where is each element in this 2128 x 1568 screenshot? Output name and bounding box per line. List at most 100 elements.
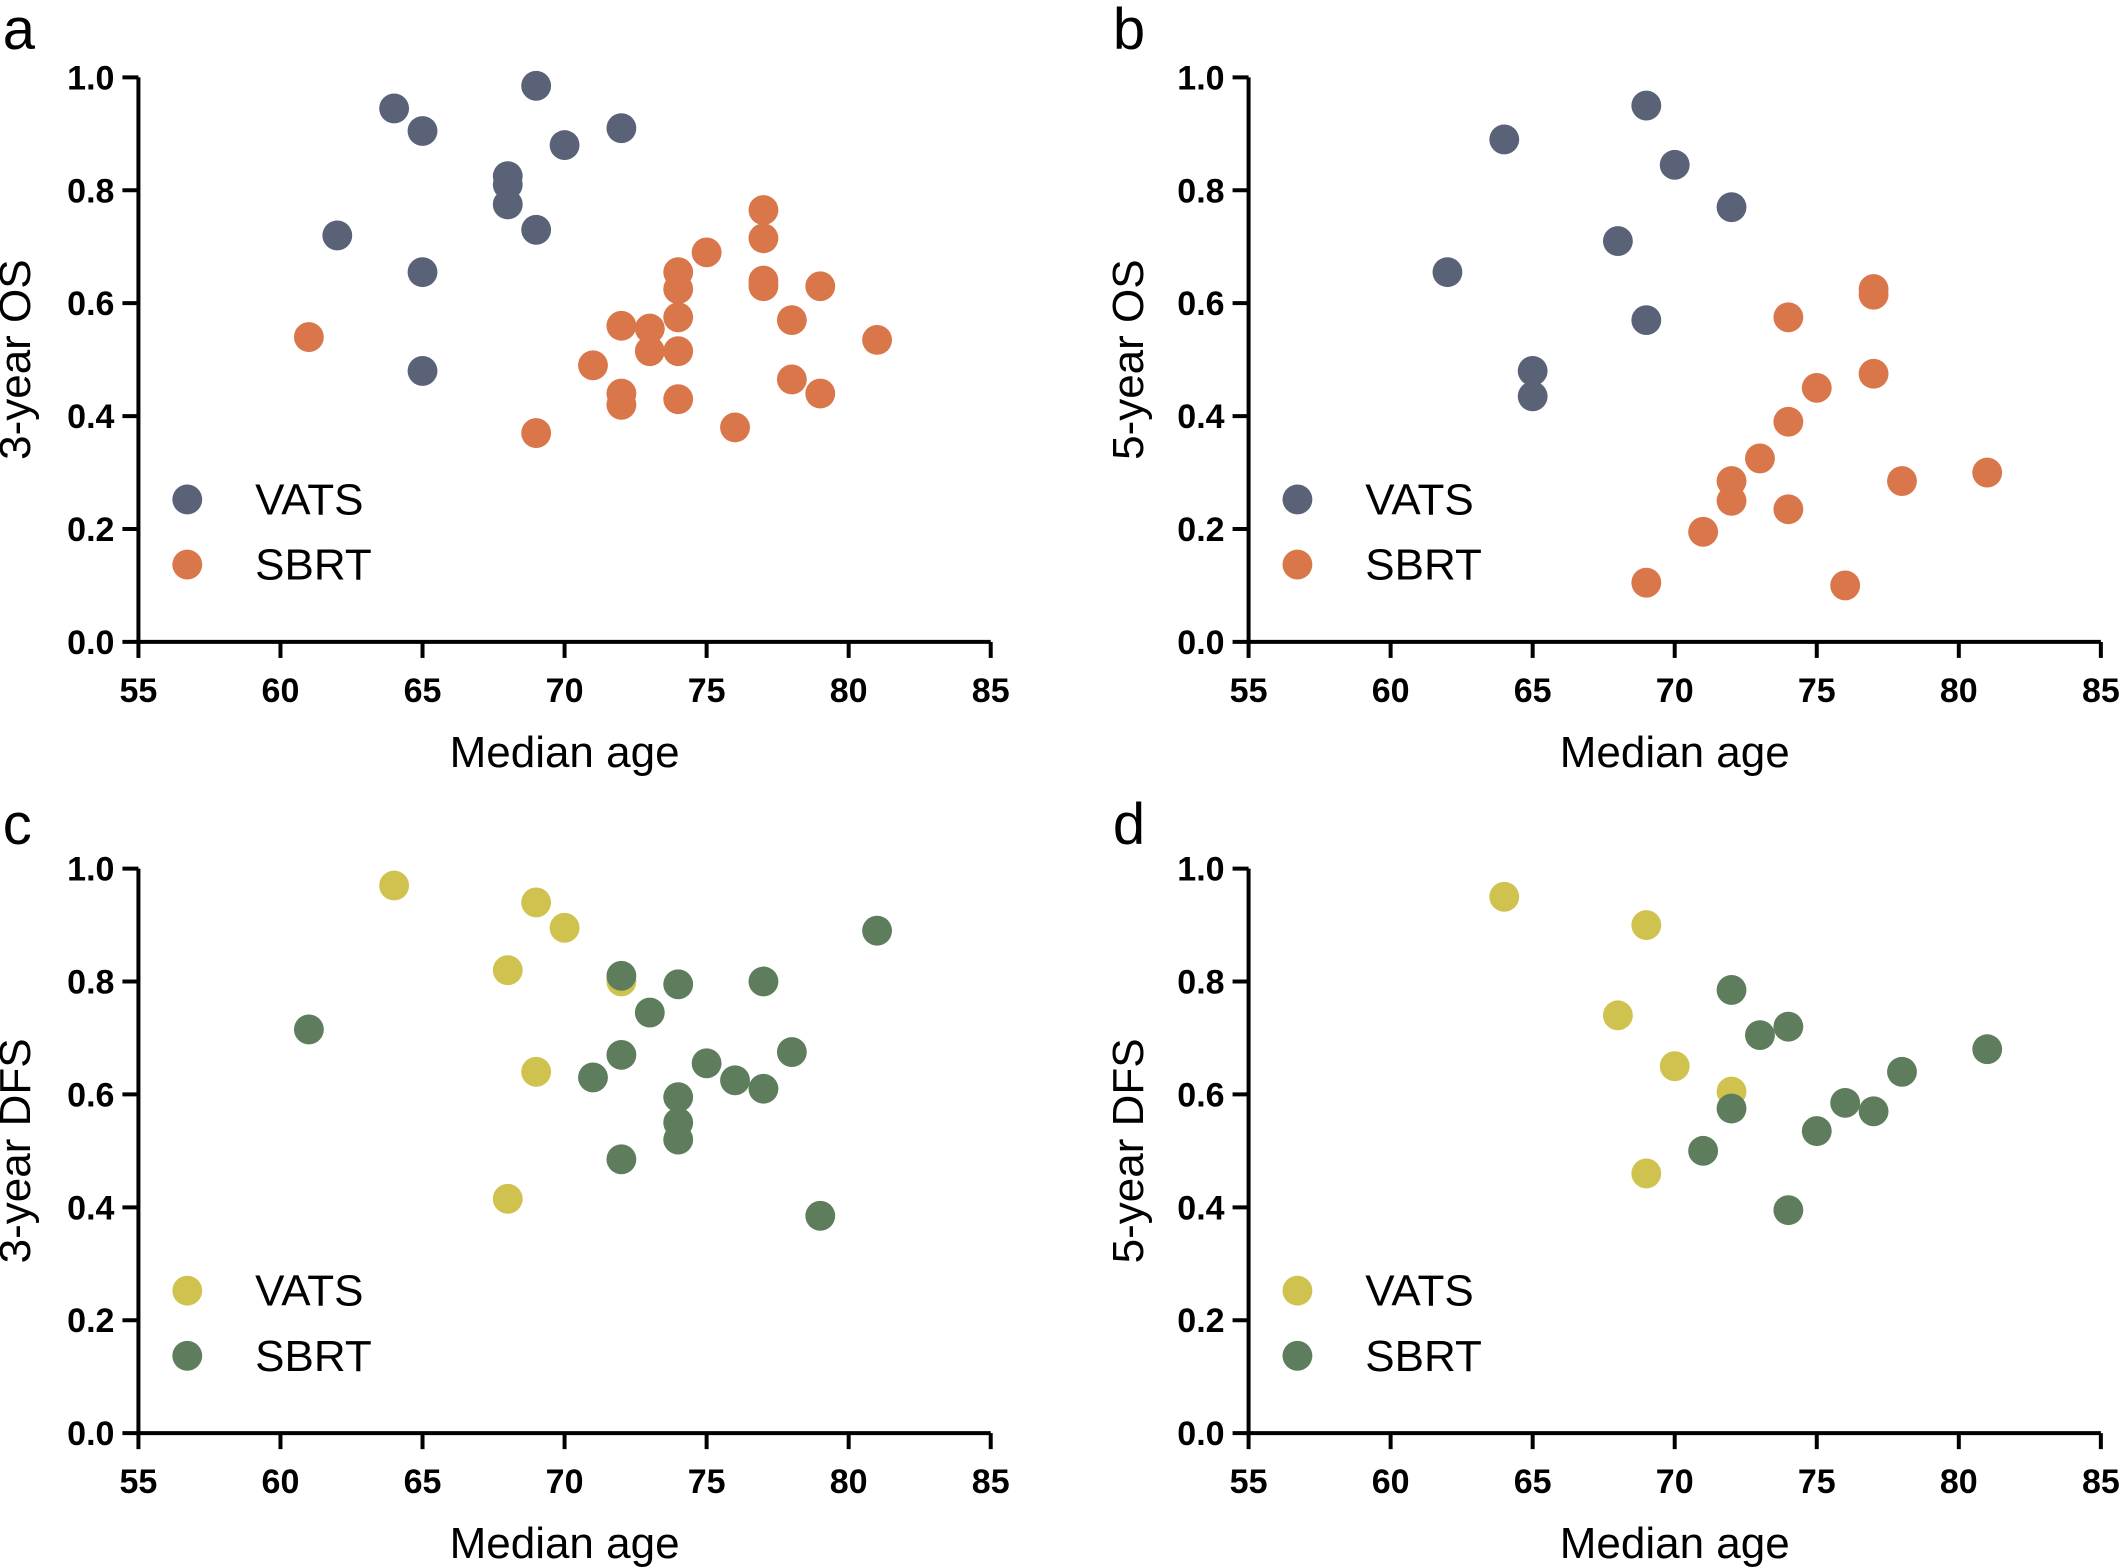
- legend-label-sbrt: SBRT: [255, 1332, 372, 1381]
- data-point-sbrt: [606, 1144, 637, 1175]
- data-point-sbrt: [1773, 406, 1804, 437]
- data-point-sbrt: [1830, 570, 1861, 601]
- x-tick-label: 70: [546, 1463, 584, 1501]
- scatter-panel-d: d 55 60 65 70 75 80 85 0.0 0.2 0.4 0.6 0.8 1.0 Median …: [1104, 792, 2120, 1568]
- data-point-sbrt: [805, 1200, 836, 1231]
- data-point-vats: [492, 189, 523, 220]
- y-axis-title: 5-year DFS: [1104, 1038, 1153, 1263]
- y-tick-label: 0.2: [67, 1302, 114, 1340]
- x-tick-label: 65: [404, 672, 442, 710]
- x-tick-label: 55: [1230, 1463, 1268, 1501]
- data-point-vats: [1517, 356, 1548, 386]
- y-tick-label: 0.0: [67, 1415, 114, 1453]
- x-tick-label: 60: [1372, 1463, 1410, 1501]
- data-point-sbrt: [606, 310, 637, 341]
- legend-label-vats: VATS: [255, 1267, 363, 1316]
- data-point-sbrt: [1858, 358, 1889, 389]
- data-point-sbrt: [1773, 302, 1804, 333]
- legend-marker-sbrt: [1282, 549, 1313, 580]
- data-point-sbrt: [1688, 516, 1719, 547]
- y-tick-label: 0.0: [1177, 624, 1224, 662]
- data-point-vats: [492, 1183, 523, 1214]
- data-point-sbrt: [293, 322, 324, 352]
- x-tick-label: 60: [262, 1463, 300, 1501]
- panel-letter: c: [3, 792, 32, 857]
- legend-marker-vats: [172, 484, 203, 515]
- data-point-sbrt: [1858, 279, 1889, 310]
- data-point-vats: [521, 70, 552, 101]
- x-tick-label: 55: [120, 672, 158, 710]
- legend-label-vats: VATS: [1365, 475, 1473, 524]
- data-point-sbrt: [663, 384, 694, 415]
- y-tick-label: 0.6: [1177, 285, 1224, 323]
- x-tick-label: 55: [120, 1463, 158, 1501]
- data-point-sbrt: [1972, 457, 2003, 488]
- y-tick-label: 0.4: [67, 1189, 114, 1227]
- data-point-sbrt: [1745, 443, 1775, 474]
- data-point-sbrt: [606, 1039, 637, 1070]
- data-point-sbrt: [776, 305, 807, 336]
- data-point-sbrt: [720, 412, 750, 443]
- data-point-sbrt: [1858, 1096, 1889, 1127]
- data-point-sbrt: [1887, 1056, 1917, 1087]
- data-point-sbrt: [862, 324, 893, 355]
- y-tick-label: 0.2: [1177, 511, 1224, 549]
- data-point-sbrt: [691, 237, 722, 268]
- data-point-vats: [1631, 1158, 1662, 1189]
- data-point-vats: [1489, 124, 1520, 155]
- y-tick-label: 0.4: [1177, 1189, 1224, 1227]
- legend-label-sbrt: SBRT: [1365, 1332, 1482, 1381]
- panel-letter: d: [1113, 792, 1145, 857]
- data-point-vats: [521, 1056, 552, 1087]
- data-point-sbrt: [805, 378, 836, 409]
- x-tick-label: 75: [1798, 1463, 1836, 1501]
- x-tick-label: 85: [2082, 672, 2120, 710]
- data-point-sbrt: [634, 997, 665, 1028]
- data-point-sbrt: [634, 336, 665, 367]
- legend-marker-sbrt: [172, 1340, 203, 1371]
- x-tick-label: 85: [2082, 1463, 2120, 1501]
- data-point-vats: [1631, 305, 1662, 336]
- x-tick-label: 80: [1940, 672, 1978, 710]
- data-point-sbrt: [748, 195, 779, 225]
- x-tick-label: 85: [972, 672, 1010, 710]
- data-point-vats: [407, 116, 438, 146]
- data-point-sbrt: [720, 1065, 750, 1096]
- data-point-sbrt: [606, 389, 637, 420]
- x-tick-label: 65: [404, 1463, 442, 1501]
- x-tick-label: 60: [262, 672, 300, 710]
- x-tick-label: 70: [1656, 672, 1694, 710]
- data-point-sbrt: [1716, 975, 1747, 1005]
- x-axis-title: Median age: [450, 728, 680, 777]
- data-point-vats: [1659, 149, 1690, 180]
- data-point-vats: [407, 257, 438, 288]
- data-point-sbrt: [1716, 485, 1747, 516]
- legend-label-vats: VATS: [255, 475, 363, 524]
- x-axis-title: Median age: [1560, 728, 1790, 777]
- y-tick-label: 0.8: [67, 172, 114, 210]
- data-point-sbrt: [691, 1048, 722, 1079]
- data-point-vats: [1659, 1051, 1690, 1082]
- data-point-sbrt: [663, 969, 694, 1000]
- data-point-vats: [379, 870, 410, 901]
- scatter-panel-a: a 55 60 65 70 75 80 85 0.0 0.2 0.4 0.6 0.8 1.0 Median …: [0, 0, 1010, 777]
- x-tick-label: 65: [1514, 1463, 1552, 1501]
- data-point-sbrt: [1830, 1087, 1861, 1118]
- x-tick-label: 70: [546, 672, 584, 710]
- data-point-sbrt: [1773, 1011, 1804, 1042]
- data-point-sbrt: [1716, 1093, 1747, 1124]
- y-tick-label: 0.6: [67, 1076, 114, 1114]
- x-tick-label: 80: [1940, 1463, 1978, 1501]
- data-point-vats: [1602, 226, 1633, 257]
- x-tick-label: 80: [830, 672, 868, 710]
- data-point-sbrt: [862, 915, 893, 946]
- panel-letter: b: [1113, 0, 1145, 62]
- y-axis-title: 3-year OS: [0, 259, 40, 460]
- data-point-sbrt: [578, 1062, 608, 1093]
- legend-marker-vats: [1282, 1275, 1313, 1306]
- data-point-sbrt: [748, 966, 779, 997]
- data-point-sbrt: [1773, 1195, 1804, 1226]
- data-point-sbrt: [1773, 494, 1804, 525]
- data-point-sbrt: [1887, 466, 1917, 496]
- data-point-sbrt: [1631, 567, 1662, 598]
